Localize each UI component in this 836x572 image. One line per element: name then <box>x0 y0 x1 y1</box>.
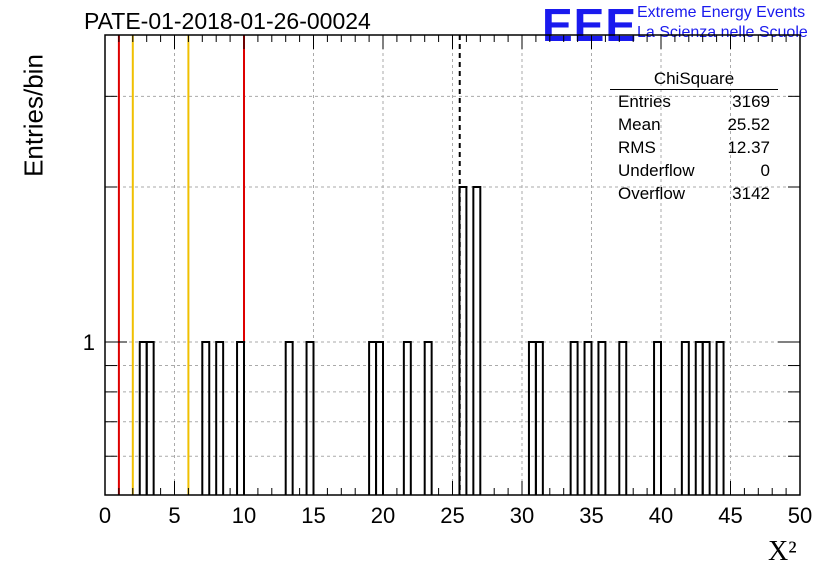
histogram-bar <box>236 341 245 495</box>
stats-row-underflow: Underflow 0 <box>610 159 778 182</box>
histogram-bar <box>618 341 628 495</box>
x-tick-label: 20 <box>371 503 395 528</box>
stats-title: ChiSquare <box>610 68 778 90</box>
histogram-bar <box>138 341 148 495</box>
stats-value: 0 <box>760 161 770 180</box>
x-tick-label: 5 <box>168 503 180 528</box>
x-tick-label: 0 <box>99 503 111 528</box>
logo-line-1: Extreme Energy Events <box>637 4 806 21</box>
stats-label: Entries <box>618 92 671 111</box>
histogram-bar <box>653 341 662 495</box>
stats-value: 3169 <box>732 92 770 111</box>
histogram-bar <box>284 341 294 495</box>
x-tick-label: 40 <box>649 503 673 528</box>
stats-box: ChiSquare Entries 3169 Mean 25.52 RMS 12.37… <box>610 68 778 205</box>
histogram-bar <box>368 341 378 495</box>
stats-value: 3142 <box>732 184 770 203</box>
histogram-bar <box>472 186 482 495</box>
histogram-bar <box>569 341 579 495</box>
stats-row-mean: Mean 25.52 <box>610 113 778 136</box>
stats-row-rms: RMS 12.37 <box>610 136 778 159</box>
histogram-bar <box>694 341 704 495</box>
stats-row-overflow: Overflow 3142 <box>610 182 778 205</box>
x-axis-label: X² <box>768 536 797 567</box>
x-tick-label: 10 <box>232 503 256 528</box>
chart-title: PATE-01-2018-01-26-00024 <box>84 8 371 34</box>
histogram-bar <box>680 341 690 495</box>
axes: 0 5 10 15 20 25 30 35 40 45 50 1 <box>83 34 812 528</box>
stats-label: Overflow <box>618 184 686 203</box>
histogram-bar <box>305 341 315 495</box>
histogram-bar <box>458 186 468 495</box>
histogram-bar <box>583 341 593 495</box>
stats-label: Underflow <box>618 161 695 180</box>
stats-row-entries: Entries 3169 <box>610 90 778 113</box>
histogram-bar <box>375 341 384 495</box>
stats-value: 25.52 <box>727 115 770 134</box>
y-tick-label: 1 <box>83 330 95 355</box>
x-tick-label: 35 <box>579 503 603 528</box>
x-tick-label: 45 <box>718 503 742 528</box>
histogram-bar <box>145 341 155 495</box>
histogram-bars <box>138 186 725 495</box>
x-tick-label: 30 <box>510 503 534 528</box>
histogram-bar <box>201 341 211 495</box>
stats-label: Mean <box>618 115 661 134</box>
histogram-bar <box>534 341 544 495</box>
histogram-bar <box>423 341 433 495</box>
histogram-bar <box>597 341 607 495</box>
eee-logo: EEE <box>542 0 638 51</box>
x-tick-label: 15 <box>301 503 325 528</box>
histogram-bar <box>215 341 225 495</box>
histogram-bar <box>715 341 725 495</box>
histogram-bar <box>701 341 711 495</box>
stats-label: RMS <box>618 138 656 157</box>
stats-value: 12.37 <box>727 138 770 157</box>
histogram-bar <box>527 341 537 495</box>
x-tick-label: 25 <box>440 503 464 528</box>
x-tick-label: 50 <box>788 503 812 528</box>
marker-lines <box>117 35 461 495</box>
histogram-bar <box>402 341 412 495</box>
logo-line-2: La Scienza nelle Scuole <box>637 24 808 41</box>
